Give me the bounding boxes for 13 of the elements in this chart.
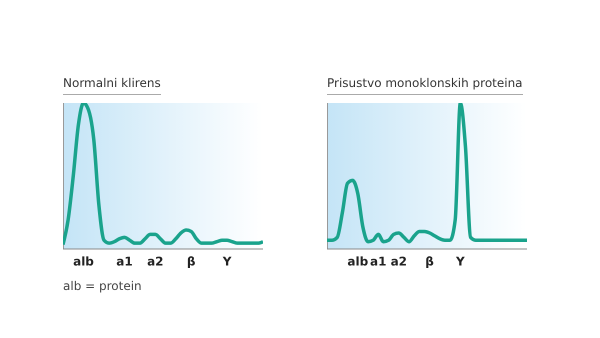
- x-tick-label: a2: [390, 254, 408, 269]
- x-tick-label: a1: [370, 254, 387, 269]
- x-tick-label: alb: [73, 254, 94, 269]
- chart-title: Prisustvo monoklonskih proteina: [327, 76, 523, 95]
- x-tick-label: Y: [454, 254, 465, 269]
- x-tick-label: β: [186, 254, 196, 269]
- x-tick-label: alb: [347, 254, 369, 269]
- x-tick-label: a1: [116, 254, 133, 269]
- text: alb = protein: [63, 279, 142, 293]
- chart-title: Normalni klirens: [63, 76, 161, 95]
- x-tick-label: β: [425, 254, 434, 269]
- x-tick-label: Y: [222, 254, 232, 269]
- x-tick-label: a2: [147, 254, 164, 269]
